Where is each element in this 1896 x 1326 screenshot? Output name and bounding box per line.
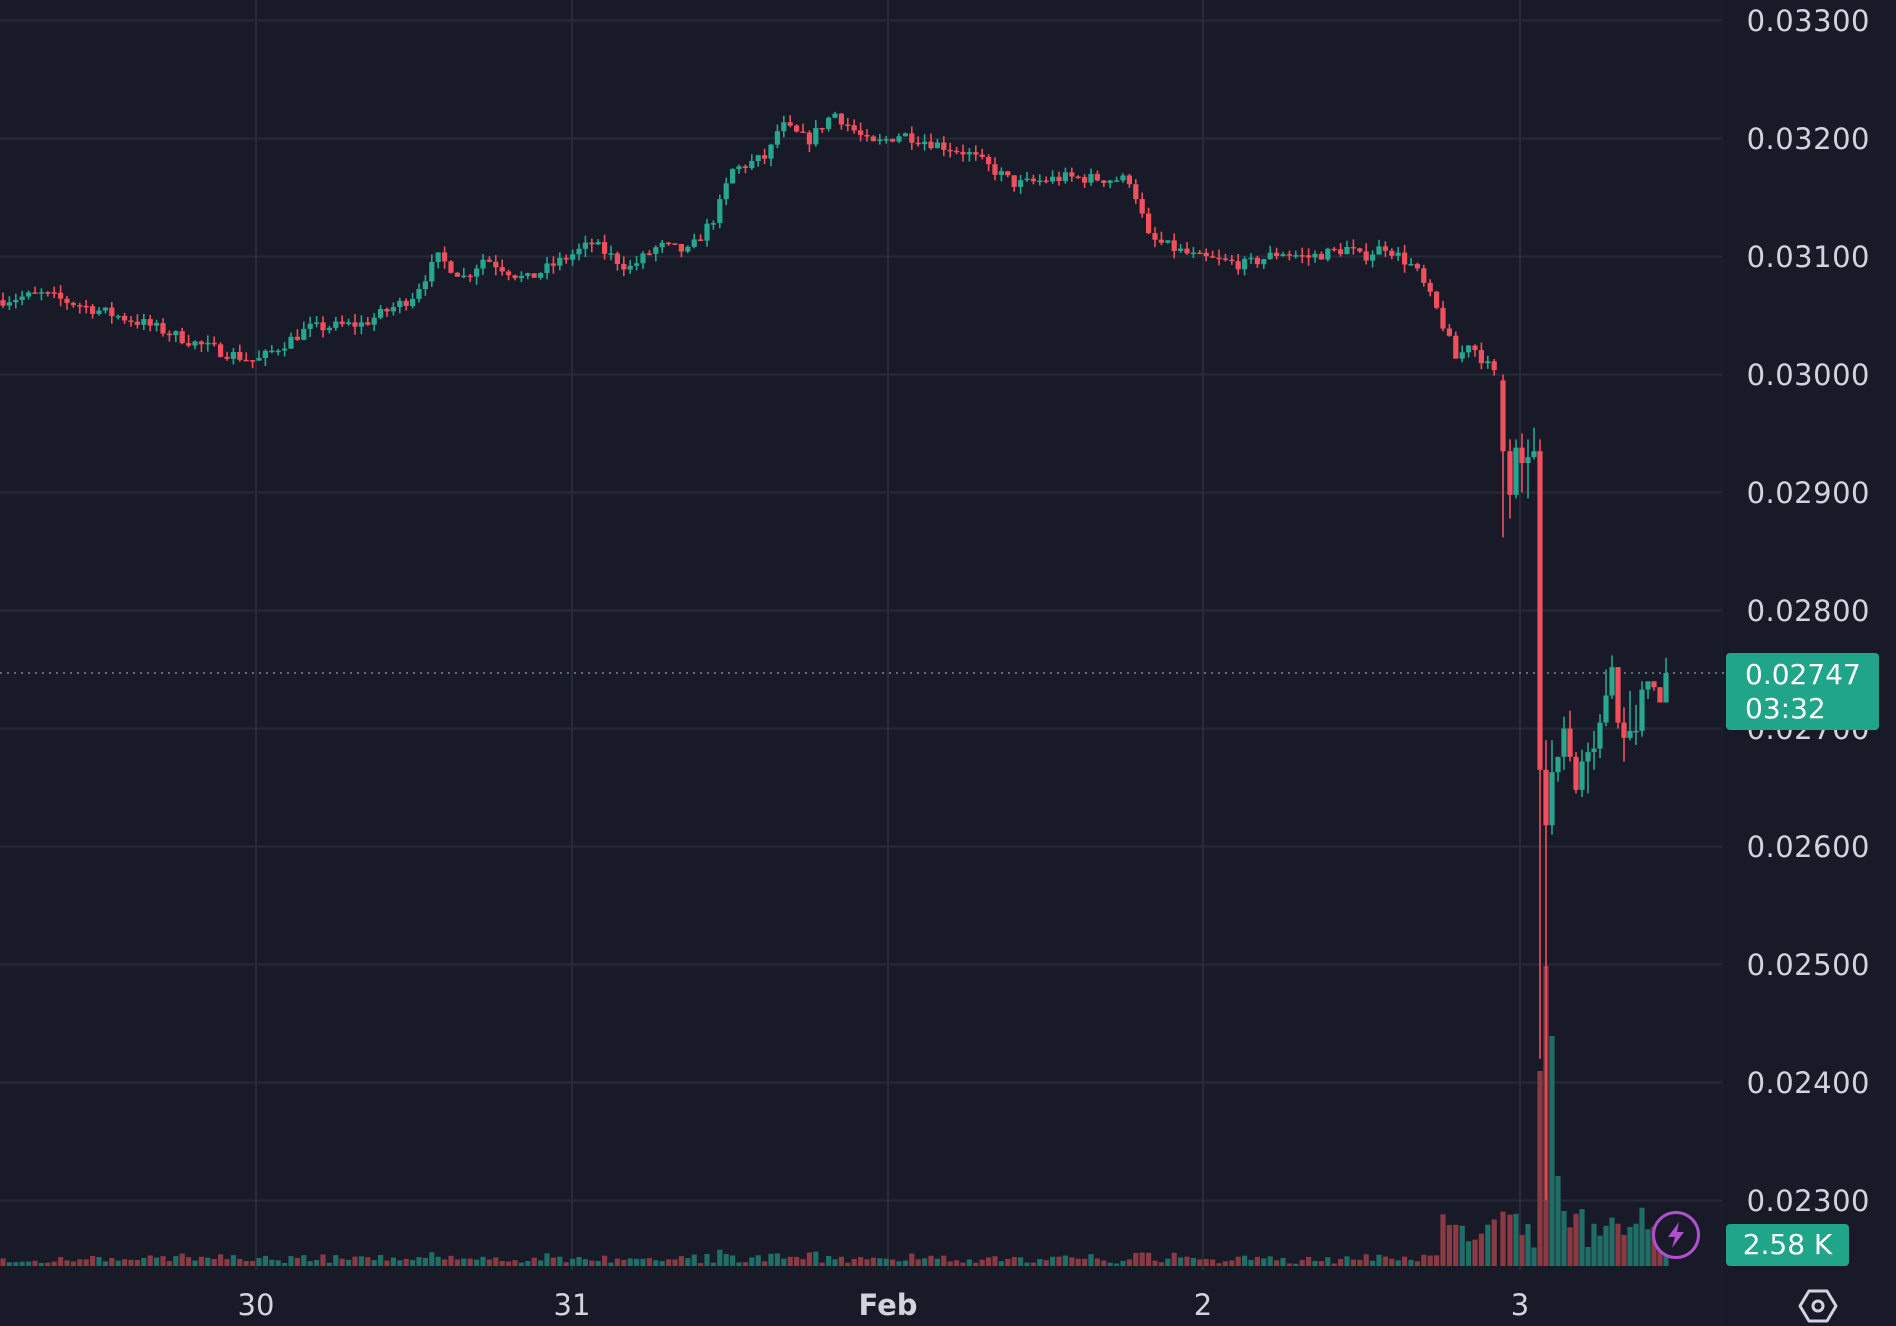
price-axis-label: 0.02500: [1746, 947, 1870, 982]
settings-icon[interactable]: [1798, 1286, 1838, 1326]
time-axis-label: 2: [1193, 1288, 1213, 1322]
price-axis-label: 0.02800: [1746, 593, 1870, 628]
price-axis-label: 0.02900: [1746, 475, 1870, 510]
price-axis-label: 0.02300: [1746, 1183, 1870, 1218]
time-axis-label: Feb: [858, 1288, 918, 1322]
price-axis-label: 0.03200: [1746, 121, 1870, 156]
lightning-icon: [1668, 1222, 1684, 1248]
price-axis-label: 0.03000: [1746, 357, 1870, 392]
price-axis-label: 0.02400: [1746, 1065, 1870, 1100]
time-axis-label: 30: [237, 1288, 275, 1322]
time-axis-label: 3: [1510, 1288, 1530, 1322]
bar-countdown: 03:32: [1745, 692, 1826, 725]
volume-bars: [0, 966, 1669, 1266]
last-price-tag: 0.02747 03:32: [1726, 653, 1879, 730]
grid-lines: [0, 0, 1722, 1270]
price-axis-label: 0.02600: [1746, 829, 1870, 864]
candlesticks: [0, 111, 1669, 1201]
volume-tag: 2.58 K: [1726, 1224, 1849, 1266]
lightning-icon-button[interactable]: [1652, 1211, 1700, 1259]
time-axis-label: 31: [553, 1288, 591, 1322]
price-axis-label: 0.03300: [1746, 3, 1870, 38]
last-price-value: 0.02747: [1745, 658, 1861, 691]
price-axis-label: 0.03100: [1746, 239, 1870, 274]
